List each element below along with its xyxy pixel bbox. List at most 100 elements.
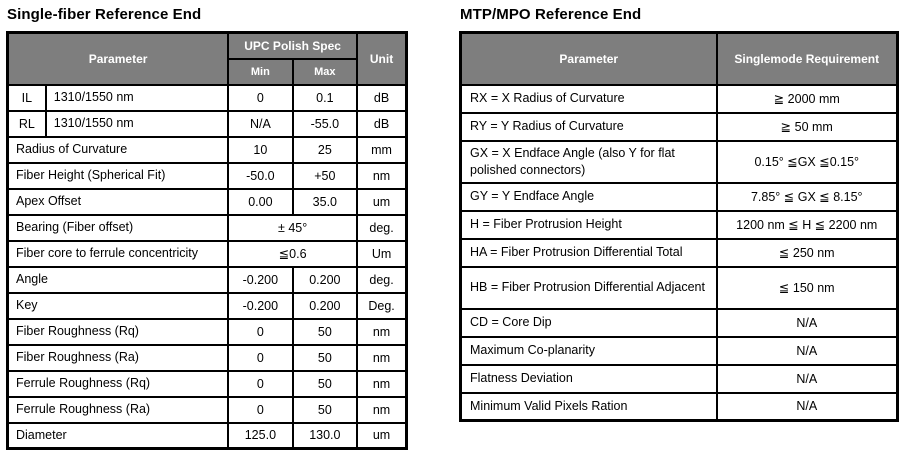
single-fiber-section: Single-fiber Reference End Parameter UPC… xyxy=(6,3,408,450)
column-header-min: Min xyxy=(227,57,294,86)
parameter-cell: Minimum Valid Pixels Ration xyxy=(459,391,718,422)
unit-cell: um xyxy=(356,187,408,216)
table-row: Apex Offset 0.00 35.0 um xyxy=(6,187,408,216)
min-value-cell: 0 xyxy=(227,343,294,372)
parameter-cell: Maximum Co-planarity xyxy=(459,335,718,366)
max-value-cell: 50 xyxy=(291,395,359,424)
unit-cell: deg. xyxy=(356,265,408,294)
table-row: RX = X Radius of Curvature ≧ 2000 mm xyxy=(459,83,899,114)
column-header-parameter: Parameter xyxy=(6,31,230,86)
max-value-cell: 50 xyxy=(291,369,359,398)
parameter-cell: GX = X Endface Angle (also Y for flat po… xyxy=(459,139,718,184)
table-row: Bearing (Fiber offset) ± 45° deg. xyxy=(6,213,408,242)
mtp-mpo-table: Parameter Singlemode Requirement RX = X … xyxy=(459,31,899,422)
mtp-mpo-section: MTP/MPO Reference End Parameter Singlemo… xyxy=(459,3,899,422)
min-value-cell: 0.00 xyxy=(227,187,294,216)
max-value-cell: 35.0 xyxy=(291,187,359,216)
column-header-upc-polish-spec: UPC Polish Spec xyxy=(227,31,359,60)
parameter-cell: Apex Offset xyxy=(6,187,230,216)
requirement-cell: 0.15° ≦GX ≦0.15° xyxy=(715,139,899,184)
table-row: Ferrule Roughness (Ra) 0 50 nm xyxy=(6,395,408,424)
unit-cell: nm xyxy=(356,369,408,398)
table-row: Key -0.200 0.200 Deg. xyxy=(6,291,408,320)
unit-cell: dB xyxy=(356,83,408,112)
parameter-code-cell: IL xyxy=(6,83,47,112)
parameter-cell: HA = Fiber Protrusion Differential Total xyxy=(459,237,718,268)
column-header-unit: Unit xyxy=(356,31,408,86)
table-row: GY = Y Endface Angle 7.85° ≦ GX ≦ 8.15° xyxy=(459,181,899,212)
table-row: Fiber Roughness (Ra) 0 50 nm xyxy=(6,343,408,372)
parameter-cell: Diameter xyxy=(6,421,230,450)
parameter-cell: RX = X Radius of Curvature xyxy=(459,83,718,114)
requirement-cell: ≧ 2000 mm xyxy=(715,83,899,114)
table-row: Diameter 125.0 130.0 um xyxy=(6,421,408,450)
parameter-cell: Fiber Roughness (Ra) xyxy=(6,343,230,372)
parameter-cell: Bearing (Fiber offset) xyxy=(6,213,230,242)
parameter-cell: Angle xyxy=(6,265,230,294)
parameter-cell: Key xyxy=(6,291,230,320)
max-value-cell: 50 xyxy=(291,343,359,372)
parameter-cell: HB = Fiber Protrusion Differential Adjac… xyxy=(459,265,718,310)
table-row: HB = Fiber Protrusion Differential Adjac… xyxy=(459,265,899,310)
table-row: H = Fiber Protrusion Height 1200 nm ≦ H ≦… xyxy=(459,209,899,240)
table-row: CD = Core Dip N/A xyxy=(459,307,899,338)
max-value-cell: 130.0 xyxy=(291,421,359,450)
column-header-singlemode-requirement: Singlemode Requirement xyxy=(715,31,899,86)
table-row: Fiber Height (Spherical Fit) -50.0 +50 nm xyxy=(6,161,408,190)
column-header-parameter: Parameter xyxy=(459,31,718,86)
table-row: RY = Y Radius of Curvature ≧ 50 mm xyxy=(459,111,899,142)
requirement-cell: N/A xyxy=(715,363,899,394)
parameter-cell: 1310/1550 nm xyxy=(44,109,230,138)
column-header-max: Max xyxy=(291,57,359,86)
parameter-cell: Fiber Roughness (Rq) xyxy=(6,317,230,346)
max-value-cell: -55.0 xyxy=(291,109,359,138)
single-fiber-title: Single-fiber Reference End xyxy=(7,6,202,23)
min-value-cell: -50.0 xyxy=(227,161,294,190)
single-fiber-table: Parameter UPC Polish Spec Unit Min Max I… xyxy=(6,31,408,450)
requirement-cell: N/A xyxy=(715,391,899,422)
max-value-cell: 50 xyxy=(291,317,359,346)
max-value-cell: 25 xyxy=(291,135,359,164)
max-value-cell: +50 xyxy=(291,161,359,190)
max-value-cell: 0.200 xyxy=(291,291,359,320)
parameter-cell: H = Fiber Protrusion Height xyxy=(459,209,718,240)
spec-value-cell: ± 45° xyxy=(227,213,359,242)
parameter-cell: Fiber core to ferrule concentricity xyxy=(6,239,230,268)
table-row: Minimum Valid Pixels Ration N/A xyxy=(459,391,899,422)
min-value-cell: 0 xyxy=(227,83,294,112)
mtp-mpo-title: MTP/MPO Reference End xyxy=(460,6,642,23)
min-value-cell: 0 xyxy=(227,369,294,398)
max-value-cell: 0.1 xyxy=(291,83,359,112)
unit-cell: nm xyxy=(356,343,408,372)
table-row: Flatness Deviation N/A xyxy=(459,363,899,394)
requirement-cell: 1200 nm ≦ H ≦ 2200 nm xyxy=(715,209,899,240)
min-value-cell: -0.200 xyxy=(227,291,294,320)
requirement-cell: 7.85° ≦ GX ≦ 8.15° xyxy=(715,181,899,212)
requirement-cell: ≧ 50 mm xyxy=(715,111,899,142)
table-row: Ferrule Roughness (Rq) 0 50 nm xyxy=(6,369,408,398)
unit-cell: um xyxy=(356,421,408,450)
requirement-cell: N/A xyxy=(715,307,899,338)
requirement-cell: ≦ 150 nm xyxy=(715,265,899,310)
min-value-cell: 10 xyxy=(227,135,294,164)
table-row: HA = Fiber Protrusion Differential Total… xyxy=(459,237,899,268)
table-row: Fiber Roughness (Rq) 0 50 nm xyxy=(6,317,408,346)
table-row: Maximum Co-planarity N/A xyxy=(459,335,899,366)
parameter-cell: GY = Y Endface Angle xyxy=(459,181,718,212)
table-row: IL 1310/1550 nm 0 0.1 dB xyxy=(6,83,408,112)
unit-cell: mm xyxy=(356,135,408,164)
spec-value-cell: ≦0.6 xyxy=(227,239,359,268)
parameter-cell: Fiber Height (Spherical Fit) xyxy=(6,161,230,190)
unit-cell: nm xyxy=(356,395,408,424)
min-value-cell: 0 xyxy=(227,395,294,424)
min-value-cell: -0.200 xyxy=(227,265,294,294)
unit-cell: deg. xyxy=(356,213,408,242)
unit-cell: nm xyxy=(356,161,408,190)
parameter-cell: Ferrule Roughness (Rq) xyxy=(6,369,230,398)
table-row: GX = X Endface Angle (also Y for flat po… xyxy=(459,139,899,184)
min-value-cell: 125.0 xyxy=(227,421,294,450)
parameter-cell: CD = Core Dip xyxy=(459,307,718,338)
table-row: Fiber core to ferrule concentricity ≦0.6 U… xyxy=(6,239,408,268)
parameter-cell: 1310/1550 nm xyxy=(44,83,230,112)
parameter-cell: Ferrule Roughness (Ra) xyxy=(6,395,230,424)
